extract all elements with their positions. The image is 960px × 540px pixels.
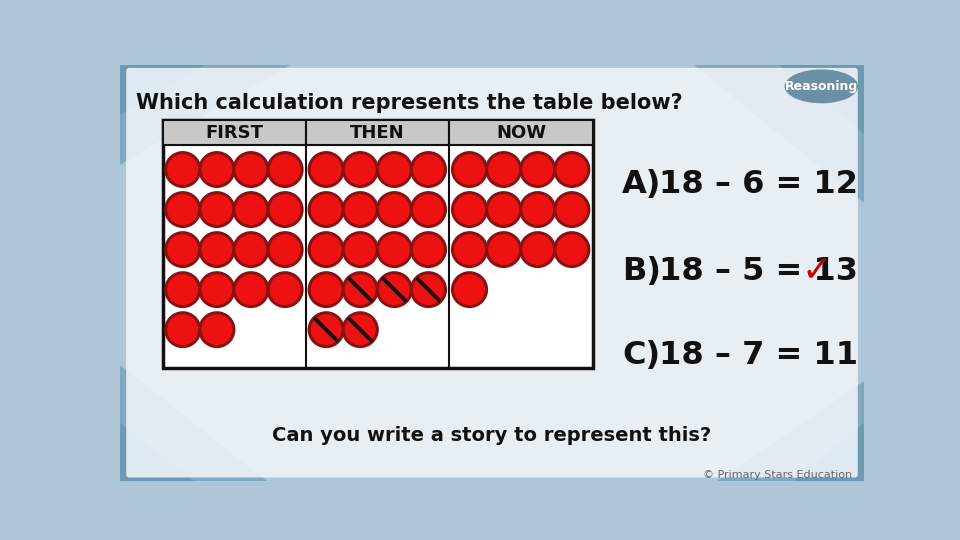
Circle shape	[234, 153, 268, 186]
Circle shape	[412, 273, 445, 307]
Bar	[162, 120, 306, 145]
Circle shape	[377, 153, 412, 186]
Text: © Primary Stars Education: © Primary Stars Education	[704, 470, 852, 480]
Text: THEN: THEN	[350, 124, 405, 141]
Text: 18 – 6 = 12: 18 – 6 = 12	[659, 168, 857, 200]
Circle shape	[309, 193, 344, 226]
Circle shape	[487, 233, 520, 267]
Circle shape	[234, 233, 268, 267]
Text: 18 – 7 = 11: 18 – 7 = 11	[659, 340, 857, 372]
Circle shape	[309, 233, 344, 267]
Circle shape	[268, 273, 302, 307]
Circle shape	[452, 153, 487, 186]
Circle shape	[487, 153, 520, 186]
Text: Can you write a story to represent this?: Can you write a story to represent this?	[273, 427, 711, 446]
Circle shape	[377, 233, 412, 267]
Text: ✓: ✓	[802, 254, 832, 288]
Bar	[162, 120, 592, 368]
Polygon shape	[120, 65, 291, 165]
Circle shape	[200, 313, 234, 347]
Text: NOW: NOW	[496, 124, 546, 141]
Circle shape	[452, 273, 487, 307]
Circle shape	[200, 193, 234, 226]
Text: 18 – 5 = 13: 18 – 5 = 13	[659, 255, 857, 287]
Circle shape	[412, 233, 445, 267]
Circle shape	[412, 153, 445, 186]
Circle shape	[200, 233, 234, 267]
Circle shape	[268, 193, 302, 226]
Text: B): B)	[622, 255, 661, 287]
Polygon shape	[693, 65, 864, 204]
Circle shape	[555, 153, 588, 186]
Polygon shape	[717, 381, 864, 481]
Text: C): C)	[622, 340, 660, 372]
Circle shape	[344, 313, 377, 347]
Circle shape	[166, 153, 200, 186]
Circle shape	[268, 233, 302, 267]
Circle shape	[520, 233, 555, 267]
Circle shape	[166, 193, 200, 226]
Circle shape	[344, 193, 377, 226]
Circle shape	[487, 193, 520, 226]
Circle shape	[377, 273, 412, 307]
Circle shape	[309, 153, 344, 186]
Circle shape	[412, 193, 445, 226]
Circle shape	[555, 233, 588, 267]
Circle shape	[166, 273, 200, 307]
Polygon shape	[779, 65, 864, 134]
Circle shape	[452, 193, 487, 226]
FancyBboxPatch shape	[126, 68, 858, 477]
Circle shape	[555, 193, 588, 226]
Circle shape	[268, 153, 302, 186]
Circle shape	[377, 193, 412, 226]
Circle shape	[452, 233, 487, 267]
Bar	[306, 120, 449, 145]
Circle shape	[520, 153, 555, 186]
Polygon shape	[120, 65, 205, 115]
Polygon shape	[120, 365, 267, 481]
Circle shape	[344, 233, 377, 267]
Text: Reasoning: Reasoning	[784, 80, 858, 93]
Bar	[449, 120, 592, 145]
Circle shape	[234, 193, 268, 226]
Circle shape	[234, 273, 268, 307]
Circle shape	[344, 153, 377, 186]
Circle shape	[200, 153, 234, 186]
Polygon shape	[794, 423, 864, 481]
Text: Which calculation represents the table below?: Which calculation represents the table b…	[135, 93, 683, 113]
Text: FIRST: FIRST	[205, 124, 263, 141]
Circle shape	[166, 233, 200, 267]
Ellipse shape	[784, 70, 858, 103]
Circle shape	[166, 313, 200, 347]
Circle shape	[344, 273, 377, 307]
Circle shape	[520, 193, 555, 226]
Circle shape	[309, 313, 344, 347]
Circle shape	[200, 273, 234, 307]
Text: A): A)	[622, 168, 661, 200]
Circle shape	[309, 273, 344, 307]
Polygon shape	[120, 423, 194, 481]
